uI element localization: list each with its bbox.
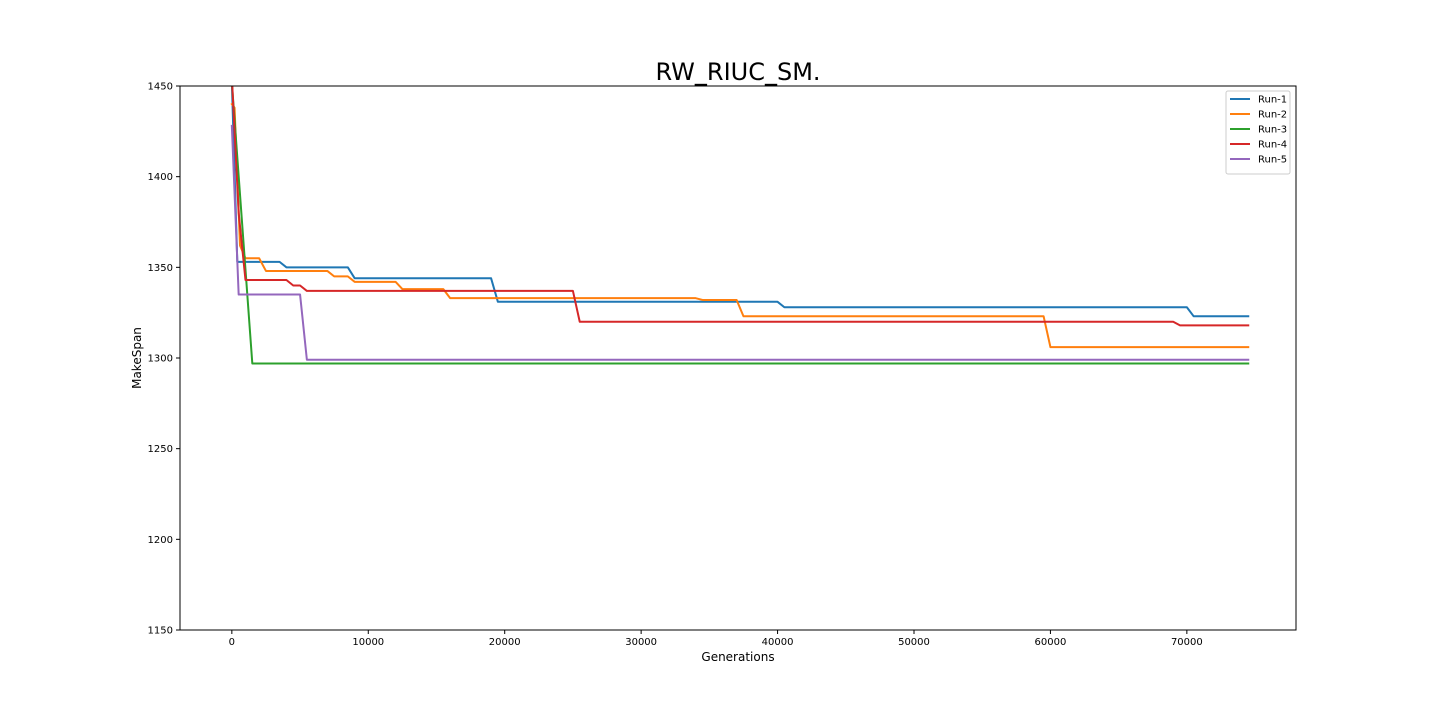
legend: Run-1 Run-2 Run-3 Run-4 Run-5	[1225, 90, 1291, 175]
series-line-run-3	[231, 86, 1250, 365]
y-tick-label: 1300	[148, 354, 173, 365]
series-line-run-5	[230, 124, 1250, 361]
legend-label: Run-3	[1258, 125, 1287, 136]
y-tick-label: 1250	[148, 444, 173, 455]
y-axis: 1150 1200 1250 1300 1350 1400 1450	[148, 82, 180, 637]
legend-label: Run-2	[1258, 110, 1287, 121]
y-axis-label: MakeSpan	[130, 327, 144, 389]
y-tick-label: 1200	[148, 535, 173, 546]
series-line-run-1	[230, 86, 1250, 318]
x-tick-label: 30000	[625, 637, 657, 648]
x-tick-label: 20000	[489, 637, 521, 648]
y-tick-label: 1150	[148, 626, 173, 637]
legend-label: Run-4	[1258, 140, 1287, 151]
series-line-run-4	[231, 86, 1250, 327]
chart-title: RW_RIUC_SM.	[655, 58, 820, 86]
legend-label: Run-5	[1258, 155, 1287, 166]
x-tick-label: 10000	[352, 637, 384, 648]
x-tick-label: 70000	[1171, 637, 1203, 648]
x-tick-label: 40000	[762, 637, 794, 648]
x-tick-label: 0	[229, 637, 235, 648]
y-tick-label: 1350	[148, 263, 173, 274]
legend-label: Run-1	[1258, 95, 1287, 106]
y-tick-label: 1400	[148, 172, 173, 183]
legend-box	[1225, 90, 1291, 175]
y-tick-label: 1450	[148, 82, 173, 93]
x-axis-label: Generations	[701, 650, 774, 664]
x-tick-label: 60000	[1035, 637, 1067, 648]
plot-series	[230, 86, 1250, 365]
x-tick-label: 50000	[898, 637, 930, 648]
x-axis: 0 10000 20000 30000 40000 50000 60000 70000	[229, 630, 1203, 648]
series-line-run-2	[230, 102, 1250, 349]
